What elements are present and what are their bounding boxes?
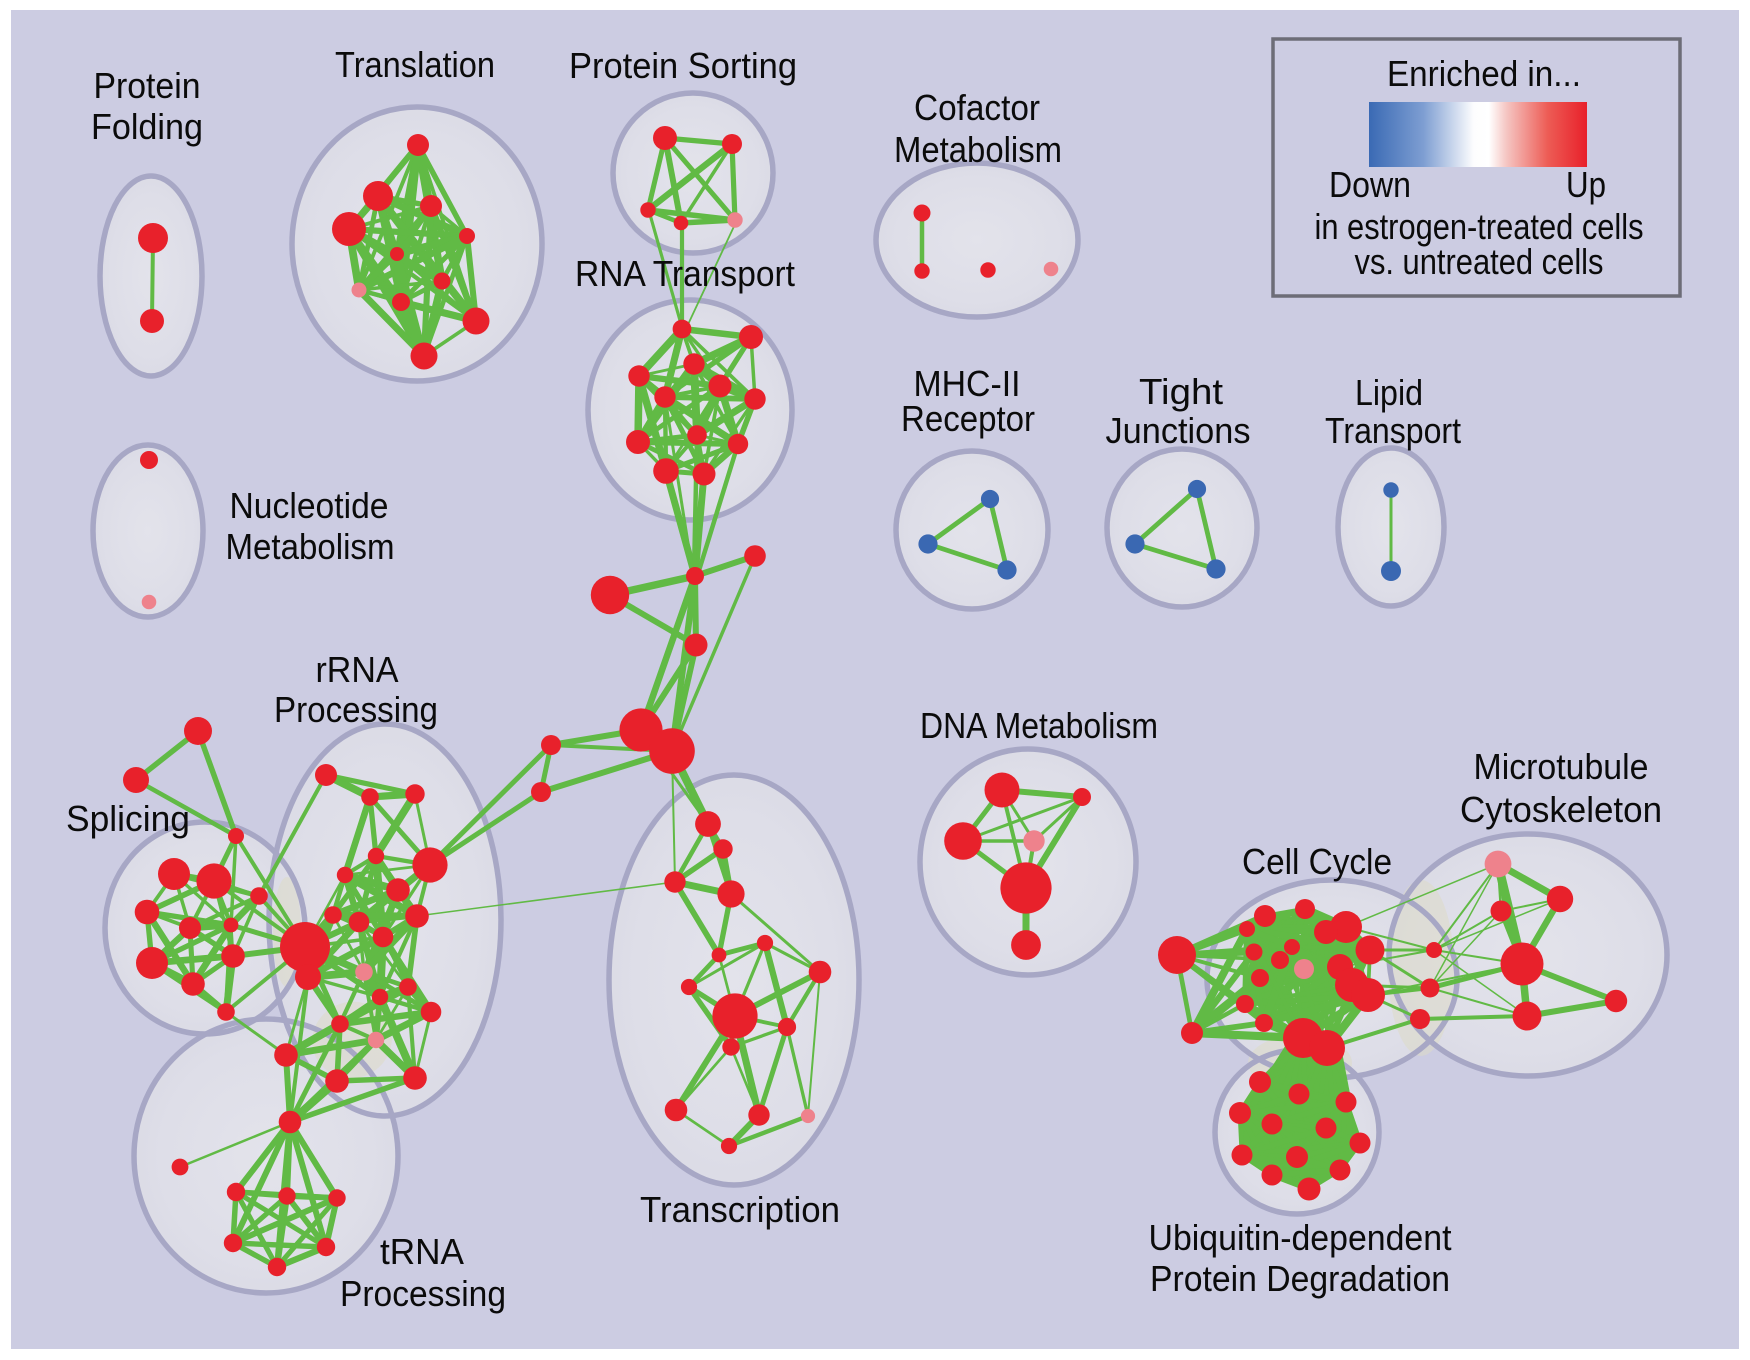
svg-text:Metabolism: Metabolism (894, 129, 1062, 170)
svg-text:Up: Up (1566, 164, 1606, 205)
svg-text:Lipid: Lipid (1355, 372, 1423, 413)
svg-text:Junctions: Junctions (1106, 410, 1251, 451)
svg-text:Processing: Processing (274, 689, 438, 730)
svg-text:Protein Sorting: Protein Sorting (569, 45, 797, 86)
svg-text:Protein: Protein (94, 65, 201, 106)
svg-text:vs. untreated cells: vs. untreated cells (1355, 241, 1604, 282)
svg-text:Nucleotide: Nucleotide (230, 485, 389, 526)
svg-text:Microtubule: Microtubule (1474, 746, 1649, 787)
svg-text:Receptor: Receptor (901, 398, 1035, 439)
svg-text:Translation: Translation (335, 44, 495, 85)
svg-text:Folding: Folding (91, 106, 203, 147)
svg-text:Down: Down (1329, 164, 1411, 205)
svg-text:Metabolism: Metabolism (226, 526, 395, 567)
svg-text:in estrogen-treated cells: in estrogen-treated cells (1315, 206, 1644, 247)
svg-text:Tight: Tight (1139, 371, 1223, 412)
svg-text:Cell Cycle: Cell Cycle (1242, 841, 1392, 882)
svg-text:Processing: Processing (340, 1273, 506, 1314)
svg-text:Splicing: Splicing (66, 798, 190, 839)
svg-text:rRNA: rRNA (316, 649, 399, 690)
svg-text:Enriched in...: Enriched in... (1387, 53, 1581, 94)
svg-text:DNA Metabolism: DNA Metabolism (920, 705, 1158, 746)
svg-text:Transport: Transport (1325, 410, 1461, 451)
svg-text:RNA Transport: RNA Transport (575, 253, 795, 294)
svg-text:tRNA: tRNA (380, 1231, 464, 1272)
svg-text:Cytoskeleton: Cytoskeleton (1460, 789, 1662, 830)
svg-text:MHC-II: MHC-II (914, 363, 1021, 404)
svg-text:Ubiquitin-dependent: Ubiquitin-dependent (1149, 1217, 1452, 1258)
svg-text:Transcription: Transcription (640, 1189, 840, 1230)
svg-text:Protein Degradation: Protein Degradation (1150, 1258, 1450, 1299)
svg-text:Cofactor: Cofactor (914, 87, 1040, 128)
